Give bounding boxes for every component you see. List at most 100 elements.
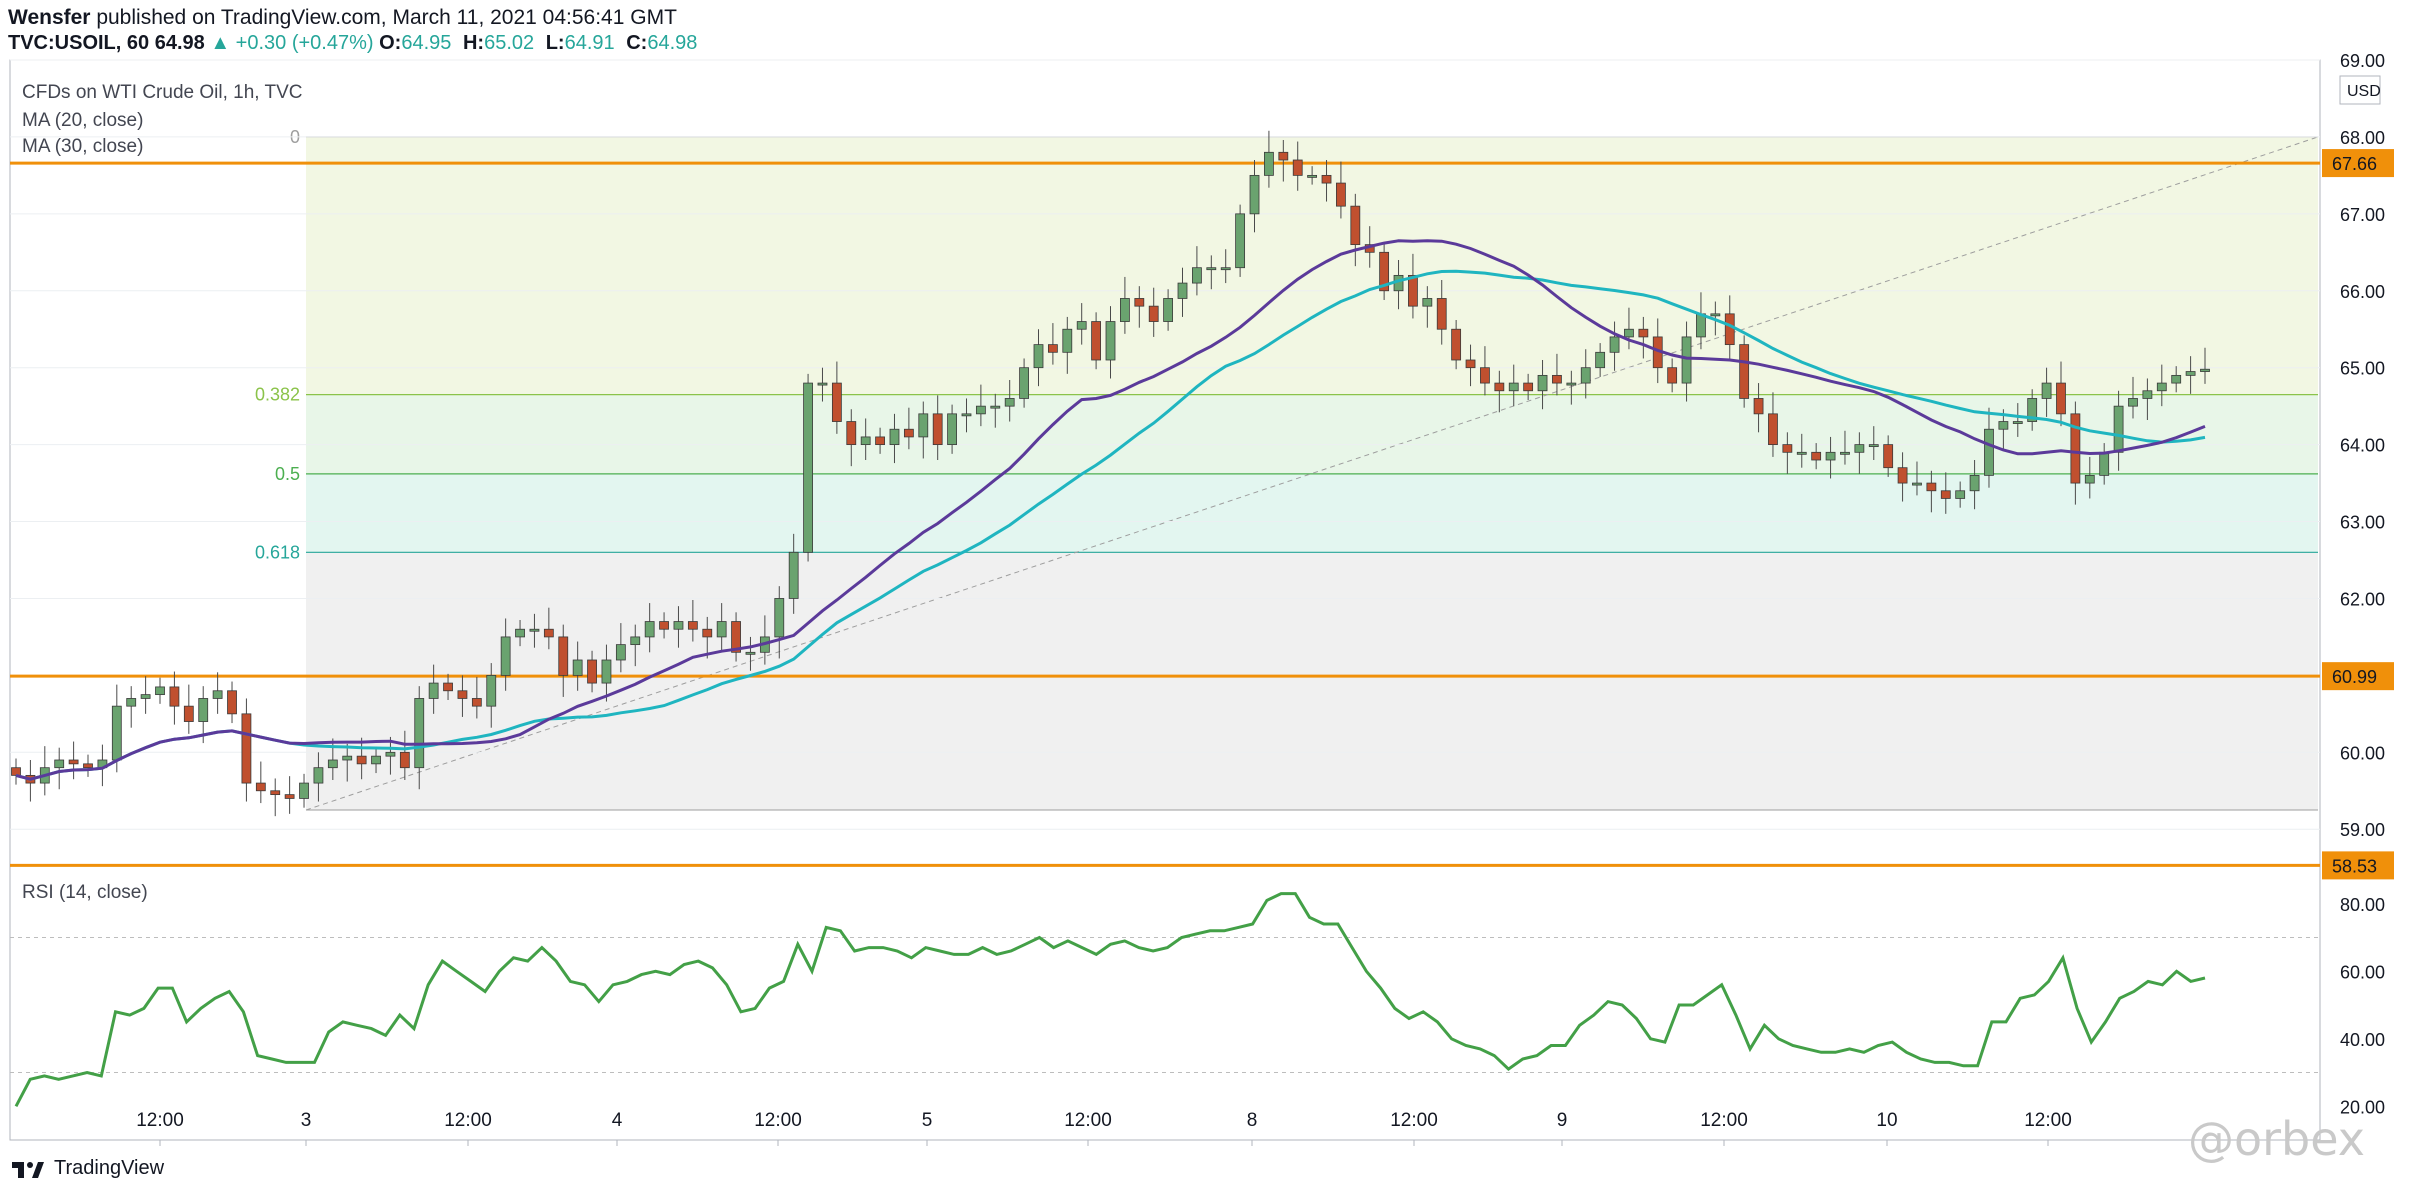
price-tick-label: 64.00	[2340, 436, 2385, 456]
tradingview-logo-icon	[12, 1161, 44, 1178]
candle-body	[1062, 328, 1073, 353]
candle-body	[270, 790, 281, 796]
candle-body	[731, 621, 741, 653]
candle-body	[2084, 474, 2095, 484]
time-tick-label: 12:00	[1700, 1110, 1748, 1131]
candle-body	[1408, 274, 1418, 307]
candle-body	[1321, 174, 1332, 184]
price-tick-label: 67.00	[2340, 205, 2385, 225]
price-tick-label: 59.00	[2340, 820, 2385, 840]
candle-body	[140, 694, 151, 699]
legend-ma20[interactable]: MA (20, close)	[22, 110, 144, 131]
legend-ma30[interactable]: MA (30, close)	[22, 136, 144, 157]
candle-body	[687, 621, 698, 630]
candle-body	[1206, 267, 1217, 271]
candle-body	[1480, 367, 1490, 384]
candle-body	[615, 644, 626, 661]
candle-body	[2185, 371, 2196, 376]
candle-body	[1436, 298, 1447, 330]
footer-brand[interactable]: TradingView	[10, 1157, 164, 1180]
level-price-label: 58.53	[2332, 856, 2377, 876]
candle-body	[774, 598, 785, 638]
fib-level-label: 0.618	[255, 542, 300, 562]
candle-body	[1033, 344, 1044, 369]
candle-body	[1955, 490, 1966, 499]
time-tick-label: 12:00	[136, 1110, 184, 1131]
candle-body	[1768, 413, 1778, 446]
legend-title: CFDs on WTI Crude Oil, 1h, TVC	[22, 82, 303, 103]
candle-body	[1739, 344, 1750, 399]
candle-body	[889, 428, 900, 446]
candle-body	[2142, 390, 2153, 399]
level-price-label: 60.99	[2332, 667, 2377, 687]
candle-body	[1998, 421, 2009, 430]
candle-body	[1912, 482, 1922, 486]
close-label: C:	[626, 32, 648, 54]
time-tick-label: 8	[1247, 1110, 1258, 1131]
candle-body	[1696, 313, 1706, 338]
candle-body	[1336, 182, 1346, 207]
candle-body	[817, 382, 828, 386]
candle-body	[2128, 398, 2138, 407]
high-label: H:	[462, 32, 485, 54]
candle-body	[1537, 374, 1548, 392]
rsi-tick-label: 60.00	[2340, 962, 2385, 982]
candle-body	[1710, 313, 1721, 317]
candle-body	[227, 690, 237, 715]
candle-body	[1811, 451, 1822, 461]
candle-body	[356, 755, 367, 765]
candle-body	[169, 686, 180, 707]
candle-body	[1840, 451, 1850, 455]
candle-body	[1566, 382, 1577, 386]
rsi-tick-label: 40.00	[2340, 1030, 2385, 1050]
candle-body	[2056, 382, 2066, 415]
candle-body	[126, 698, 137, 707]
candle-body	[1724, 313, 1735, 346]
candle-body	[1638, 328, 1649, 338]
candle-body	[860, 436, 871, 446]
price-tick-label: 62.00	[2340, 589, 2385, 609]
candle-body	[2156, 382, 2167, 392]
candle-body	[1422, 298, 1433, 307]
candle-body	[1163, 298, 1174, 322]
candle-body	[198, 698, 209, 722]
candle-body	[1854, 444, 1865, 453]
level-price-label: 67.66	[2332, 154, 2377, 174]
low-value: 64.91	[564, 32, 615, 54]
candle-body	[428, 682, 439, 699]
time-tick-label: 3	[301, 1110, 312, 1131]
candle-body	[313, 767, 324, 784]
candle-body	[572, 659, 583, 676]
candle-body	[1940, 490, 1951, 499]
candle-body	[1667, 367, 1678, 384]
candle-body	[486, 674, 497, 707]
candle-body	[2099, 451, 2110, 476]
candle-body	[1278, 151, 1289, 161]
candle-body	[1796, 451, 1807, 455]
candle-body	[1883, 444, 1894, 469]
candle-body	[630, 636, 641, 646]
candle-body	[1508, 382, 1519, 392]
author[interactable]: Wensfer	[8, 6, 91, 29]
candle-body	[1004, 398, 1015, 407]
candle-body	[918, 413, 929, 438]
legend-rsi[interactable]: RSI (14, close)	[22, 882, 148, 903]
candle-body	[1047, 344, 1058, 353]
candle-body	[788, 551, 799, 599]
candle-body	[1350, 205, 1361, 246]
candle-body	[932, 413, 943, 446]
price-tick-label: 60.00	[2340, 743, 2385, 763]
fib-zone	[306, 394, 2318, 474]
candle-body	[529, 628, 540, 632]
candle-body	[673, 621, 684, 630]
time-tick-label: 4	[612, 1110, 623, 1131]
candle-body	[11, 767, 21, 776]
candle-body	[155, 686, 165, 696]
symbol: TVC:USOIL, 60	[8, 32, 150, 54]
candle-body	[875, 436, 885, 446]
watermark: @orbex	[2188, 1112, 2365, 1166]
rsi-line	[14, 892, 2206, 1107]
publish-info: Wensfer published on TradingView.com, Ma…	[8, 6, 677, 30]
candle-body	[83, 763, 93, 769]
